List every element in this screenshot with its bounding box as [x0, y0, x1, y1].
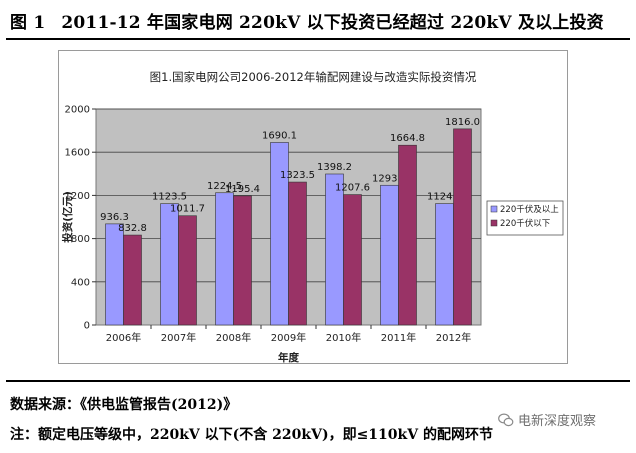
- bar: [178, 215, 197, 326]
- x-tick-label: 2009年: [271, 331, 306, 344]
- bar: [105, 223, 124, 326]
- legend-label: 220千伏以下: [500, 218, 551, 229]
- bar: [343, 194, 362, 326]
- legend-box: [486, 200, 564, 236]
- y-tick-label: 1200: [65, 191, 90, 202]
- bar-chart: 图1.国家电网公司2006-2012年输配网建设与改造实际投资情况 0 400 800…: [61, 70, 564, 363]
- bar: [288, 181, 307, 326]
- x-tick-label: 2007年: [161, 331, 196, 344]
- x-axis-label: 年度: [278, 351, 299, 363]
- figure-title: 图 1 2011-12 年国家电网 220kV 以下投资已经超过 220kV 及以…: [10, 8, 630, 33]
- bar: [215, 192, 234, 326]
- data-label: 1664.8: [390, 133, 425, 144]
- data-label: 1398.2: [317, 162, 352, 173]
- legend-swatch: [490, 205, 498, 213]
- bar: [325, 173, 344, 326]
- data-label: 1323.5: [280, 170, 315, 181]
- bar: [123, 234, 142, 326]
- legend-swatch: [490, 219, 498, 227]
- bar: [453, 128, 472, 326]
- x-tick-label: 2010年: [326, 331, 361, 344]
- chart-title: 图1.国家电网公司2006-2012年输配网建设与改造实际投资情况: [150, 70, 477, 84]
- bar: [160, 203, 179, 326]
- data-label: 1123.5: [152, 192, 187, 203]
- bottom-rule: [6, 380, 630, 382]
- bar: [380, 184, 399, 326]
- data-label: 1293.9: [372, 173, 407, 184]
- figure-title-text: 2011-12 年国家电网 220kV 以下投资已经超过 220kV 及以上投资: [61, 13, 604, 33]
- bar: [233, 195, 252, 326]
- y-tick-label: 400: [71, 277, 90, 288]
- footnote: 注：额定电压等级中，220kV 以下(不含 220kV)，即≤110kV 的配网…: [10, 427, 493, 443]
- data-label: 1224.5: [207, 181, 242, 192]
- y-tick-label: 0: [84, 321, 90, 332]
- y-tick-label: 800: [71, 234, 90, 245]
- chart-frame: 图1.国家电网公司2006-2012年输配网建设与改造实际投资情况 0 400 800…: [58, 50, 568, 364]
- bar: [398, 144, 417, 326]
- data-label: 1690.1: [262, 130, 297, 141]
- x-tick-label: 2011年: [381, 331, 416, 344]
- x-tick-label: 2006年: [106, 331, 141, 344]
- legend-label: 220千伏及以上: [500, 204, 559, 215]
- data-source: 数据来源：《供电监管报告(2012)》: [10, 397, 238, 413]
- wechat-icon: [498, 412, 514, 426]
- data-label: 936.3: [100, 212, 129, 223]
- data-label: 1011.7: [170, 204, 205, 215]
- y-axis-label: 投资(亿元): [61, 191, 74, 243]
- y-tick-label: 1600: [65, 148, 90, 159]
- figure-number: 图 1: [10, 13, 46, 33]
- data-label: 832.8: [118, 223, 147, 234]
- watermark-text: 电新深度观察: [518, 414, 597, 429]
- y-tick-label: 2000: [65, 105, 90, 116]
- top-rule: [6, 38, 630, 40]
- x-tick-label: 2012年: [436, 331, 471, 344]
- watermark: 电新深度观察: [498, 410, 596, 429]
- data-label: 1207.6: [335, 183, 370, 194]
- bar: [435, 203, 454, 326]
- data-label: 1195.4: [225, 184, 260, 195]
- data-label: 1124.0: [427, 192, 462, 203]
- x-tick-label: 2008年: [216, 331, 251, 344]
- data-label: 1816.0: [445, 117, 480, 128]
